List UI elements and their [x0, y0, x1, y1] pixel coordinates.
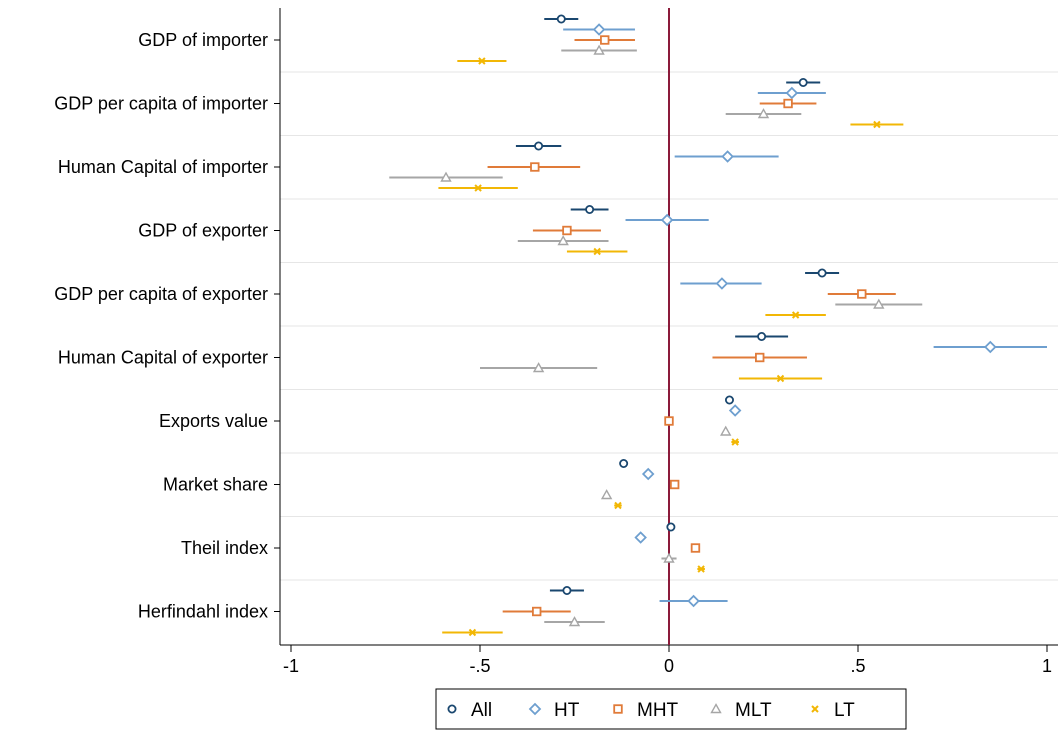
point-mht: [669, 479, 680, 490]
marker-stroke: [791, 311, 800, 319]
category-label: Human Capital of exporter: [58, 348, 268, 368]
point-lt: [731, 438, 739, 446]
point-mlt: [568, 616, 581, 627]
point-all: [666, 522, 676, 532]
point-mht: [562, 225, 572, 236]
point-lt: [614, 501, 622, 510]
point-all: [757, 331, 767, 341]
category-label: GDP per capita of exporter: [54, 284, 268, 304]
point-lt: [468, 628, 477, 637]
point-lt: [791, 311, 800, 319]
point-mlt: [720, 425, 732, 436]
point-mht: [857, 289, 867, 299]
point-all: [817, 268, 827, 278]
marker-stroke: [593, 247, 601, 256]
point-mht: [690, 543, 701, 553]
category-label: Exports value: [159, 411, 268, 431]
point-ht: [785, 86, 799, 100]
point-mht: [530, 162, 540, 172]
point-all: [534, 141, 544, 151]
x-tick-label: 0: [664, 656, 674, 676]
point-lt: [478, 57, 486, 65]
legend-label-lt: LT: [834, 700, 855, 721]
marker-stroke: [776, 374, 785, 383]
point-lt: [593, 247, 601, 256]
point-mht: [664, 416, 674, 426]
marker-stroke: [873, 120, 881, 129]
point-mht: [532, 606, 542, 617]
point-all: [619, 458, 629, 468]
marker-stroke: [731, 438, 739, 446]
category-label: GDP of importer: [138, 30, 268, 50]
x-tick-label: -.5: [469, 656, 490, 676]
point-ht: [641, 467, 655, 481]
point-mlt: [440, 171, 452, 182]
point-ht: [728, 404, 742, 417]
point-mlt: [600, 489, 613, 500]
point-ht: [687, 594, 700, 608]
legend-marker-ht: [528, 702, 542, 716]
legend-box: [435, 688, 907, 730]
point-all: [585, 204, 595, 214]
legend-label-mht: MHT: [637, 700, 679, 721]
point-all: [556, 14, 566, 24]
point-all: [562, 586, 572, 596]
point-ht: [715, 277, 729, 290]
category-label: Theil index: [181, 538, 268, 558]
marker-stroke: [811, 705, 819, 713]
marker-stroke: [468, 628, 477, 637]
legend-label-ht: HT: [554, 700, 580, 721]
point-mlt: [663, 552, 675, 563]
legend-label-all: All: [471, 700, 492, 721]
point-ht: [592, 23, 606, 36]
point-ht: [634, 531, 647, 544]
legend-marker-mht: [613, 704, 623, 714]
marker-stroke: [614, 501, 622, 510]
point-lt: [776, 374, 785, 383]
point-mht: [755, 352, 765, 363]
point-all: [724, 395, 734, 405]
point-mlt: [757, 108, 770, 119]
legend-marker-mlt: [710, 703, 722, 714]
point-mlt: [532, 362, 545, 373]
legend-marker-all: [447, 704, 457, 714]
point-mht: [600, 35, 610, 45]
category-label: GDP of exporter: [138, 221, 268, 241]
point-mlt: [873, 298, 885, 309]
point-lt: [873, 120, 881, 129]
legend-label-mlt: MLT: [735, 700, 772, 721]
point-lt: [697, 565, 705, 573]
category-label: GDP per capita of importer: [54, 94, 268, 114]
point-lt: [474, 184, 482, 192]
point-all: [798, 78, 808, 88]
x-tick-label: .5: [850, 656, 865, 676]
point-mlt: [593, 44, 605, 55]
marker-stroke: [474, 184, 482, 192]
x-tick-label: -1: [283, 656, 299, 676]
marker-stroke: [478, 57, 486, 65]
point-ht: [660, 213, 674, 227]
category-label: Human Capital of importer: [58, 157, 268, 177]
category-label: Herfindahl index: [138, 602, 268, 622]
point-ht: [721, 150, 734, 163]
point-mht: [783, 98, 793, 109]
x-tick-label: 1: [1042, 656, 1052, 676]
legend-marker-lt: [811, 705, 819, 713]
point-mlt: [557, 235, 569, 246]
point-ht: [984, 340, 997, 354]
marker-stroke: [697, 565, 705, 573]
category-label: Market share: [163, 475, 268, 495]
